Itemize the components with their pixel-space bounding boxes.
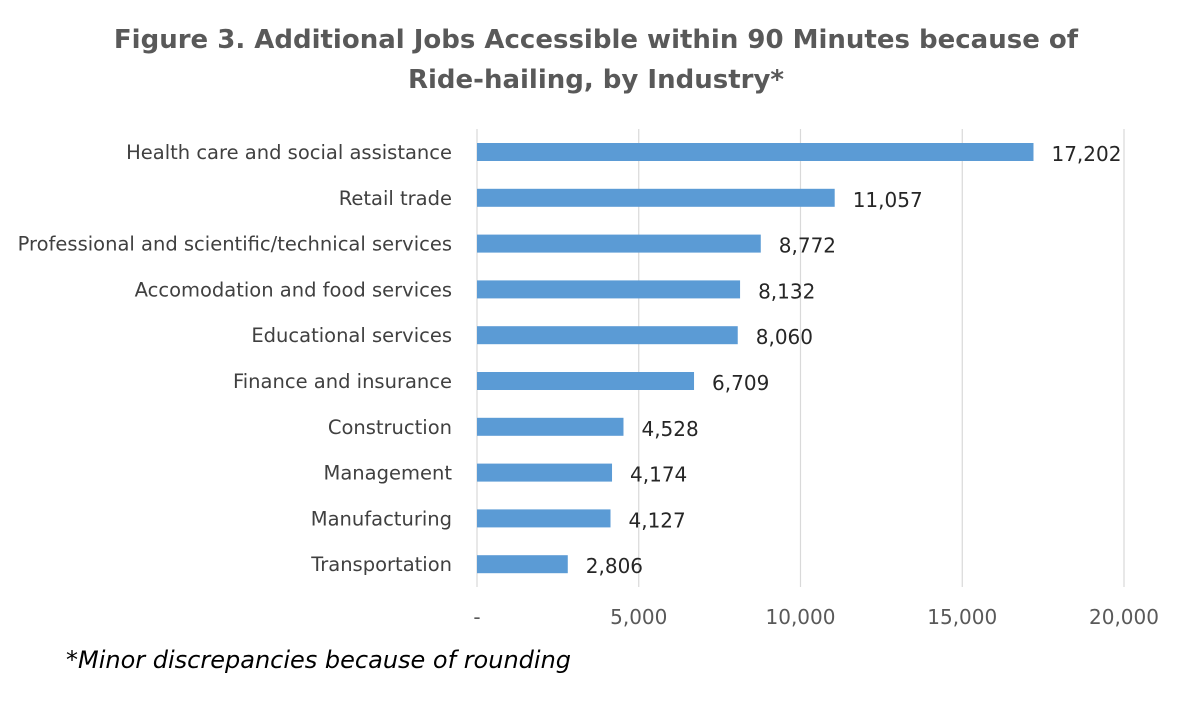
x-tick-label: 5,000 — [610, 605, 667, 629]
category-label: Manufacturing — [311, 507, 452, 530]
bar — [477, 188, 835, 207]
bar — [477, 234, 761, 253]
bar — [477, 326, 738, 345]
data-label: 4,127 — [629, 508, 686, 532]
x-tick-label: - — [473, 605, 480, 629]
x-tick-label: 20,000 — [1089, 605, 1159, 629]
bar — [477, 417, 624, 436]
bar-chart: - 5,000 10,000 15,000 20,000 Health care and … — [18, 129, 1159, 629]
category-label: Transportation — [310, 553, 452, 576]
chart-title-line-2: Ride-hailing, by Industry* — [408, 65, 784, 95]
chart-title: Figure 3. Additional Jobs Accessible wit… — [0, 20, 1192, 100]
data-label: 6,709 — [712, 371, 769, 395]
bar — [477, 143, 1034, 161]
x-tick-label: 10,000 — [766, 605, 836, 629]
data-label: 8,060 — [756, 325, 813, 349]
x-tick-label: 15,000 — [927, 605, 997, 629]
chart-title-line-1: Figure 3. Additional Jobs Accessible wit… — [113, 25, 1079, 55]
bar — [477, 509, 611, 528]
category-label: Construction — [328, 416, 452, 439]
data-label: 4,174 — [630, 463, 687, 487]
data-label: 8,772 — [779, 234, 836, 258]
bar — [477, 463, 613, 482]
bar — [477, 372, 695, 390]
data-label: 11,057 — [853, 188, 923, 212]
bar — [477, 555, 568, 574]
category-label: Accomodation and food services — [135, 278, 452, 301]
category-label: Management — [324, 462, 453, 485]
category-label: Retail trade — [339, 187, 452, 210]
data-label: 17,202 — [1051, 142, 1121, 166]
category-label: Educational services — [251, 324, 452, 347]
data-label: 8,132 — [758, 279, 815, 303]
data-label: 2,806 — [586, 554, 643, 578]
category-label: Finance and insurance — [233, 370, 452, 393]
category-label: Professional and scientific/technical se… — [18, 233, 452, 256]
category-label: Health care and social assistance — [126, 141, 452, 164]
data-label: 4,528 — [641, 417, 698, 441]
bar — [477, 280, 741, 299]
footnote: *Minor discrepancies because of rounding — [66, 646, 572, 674]
